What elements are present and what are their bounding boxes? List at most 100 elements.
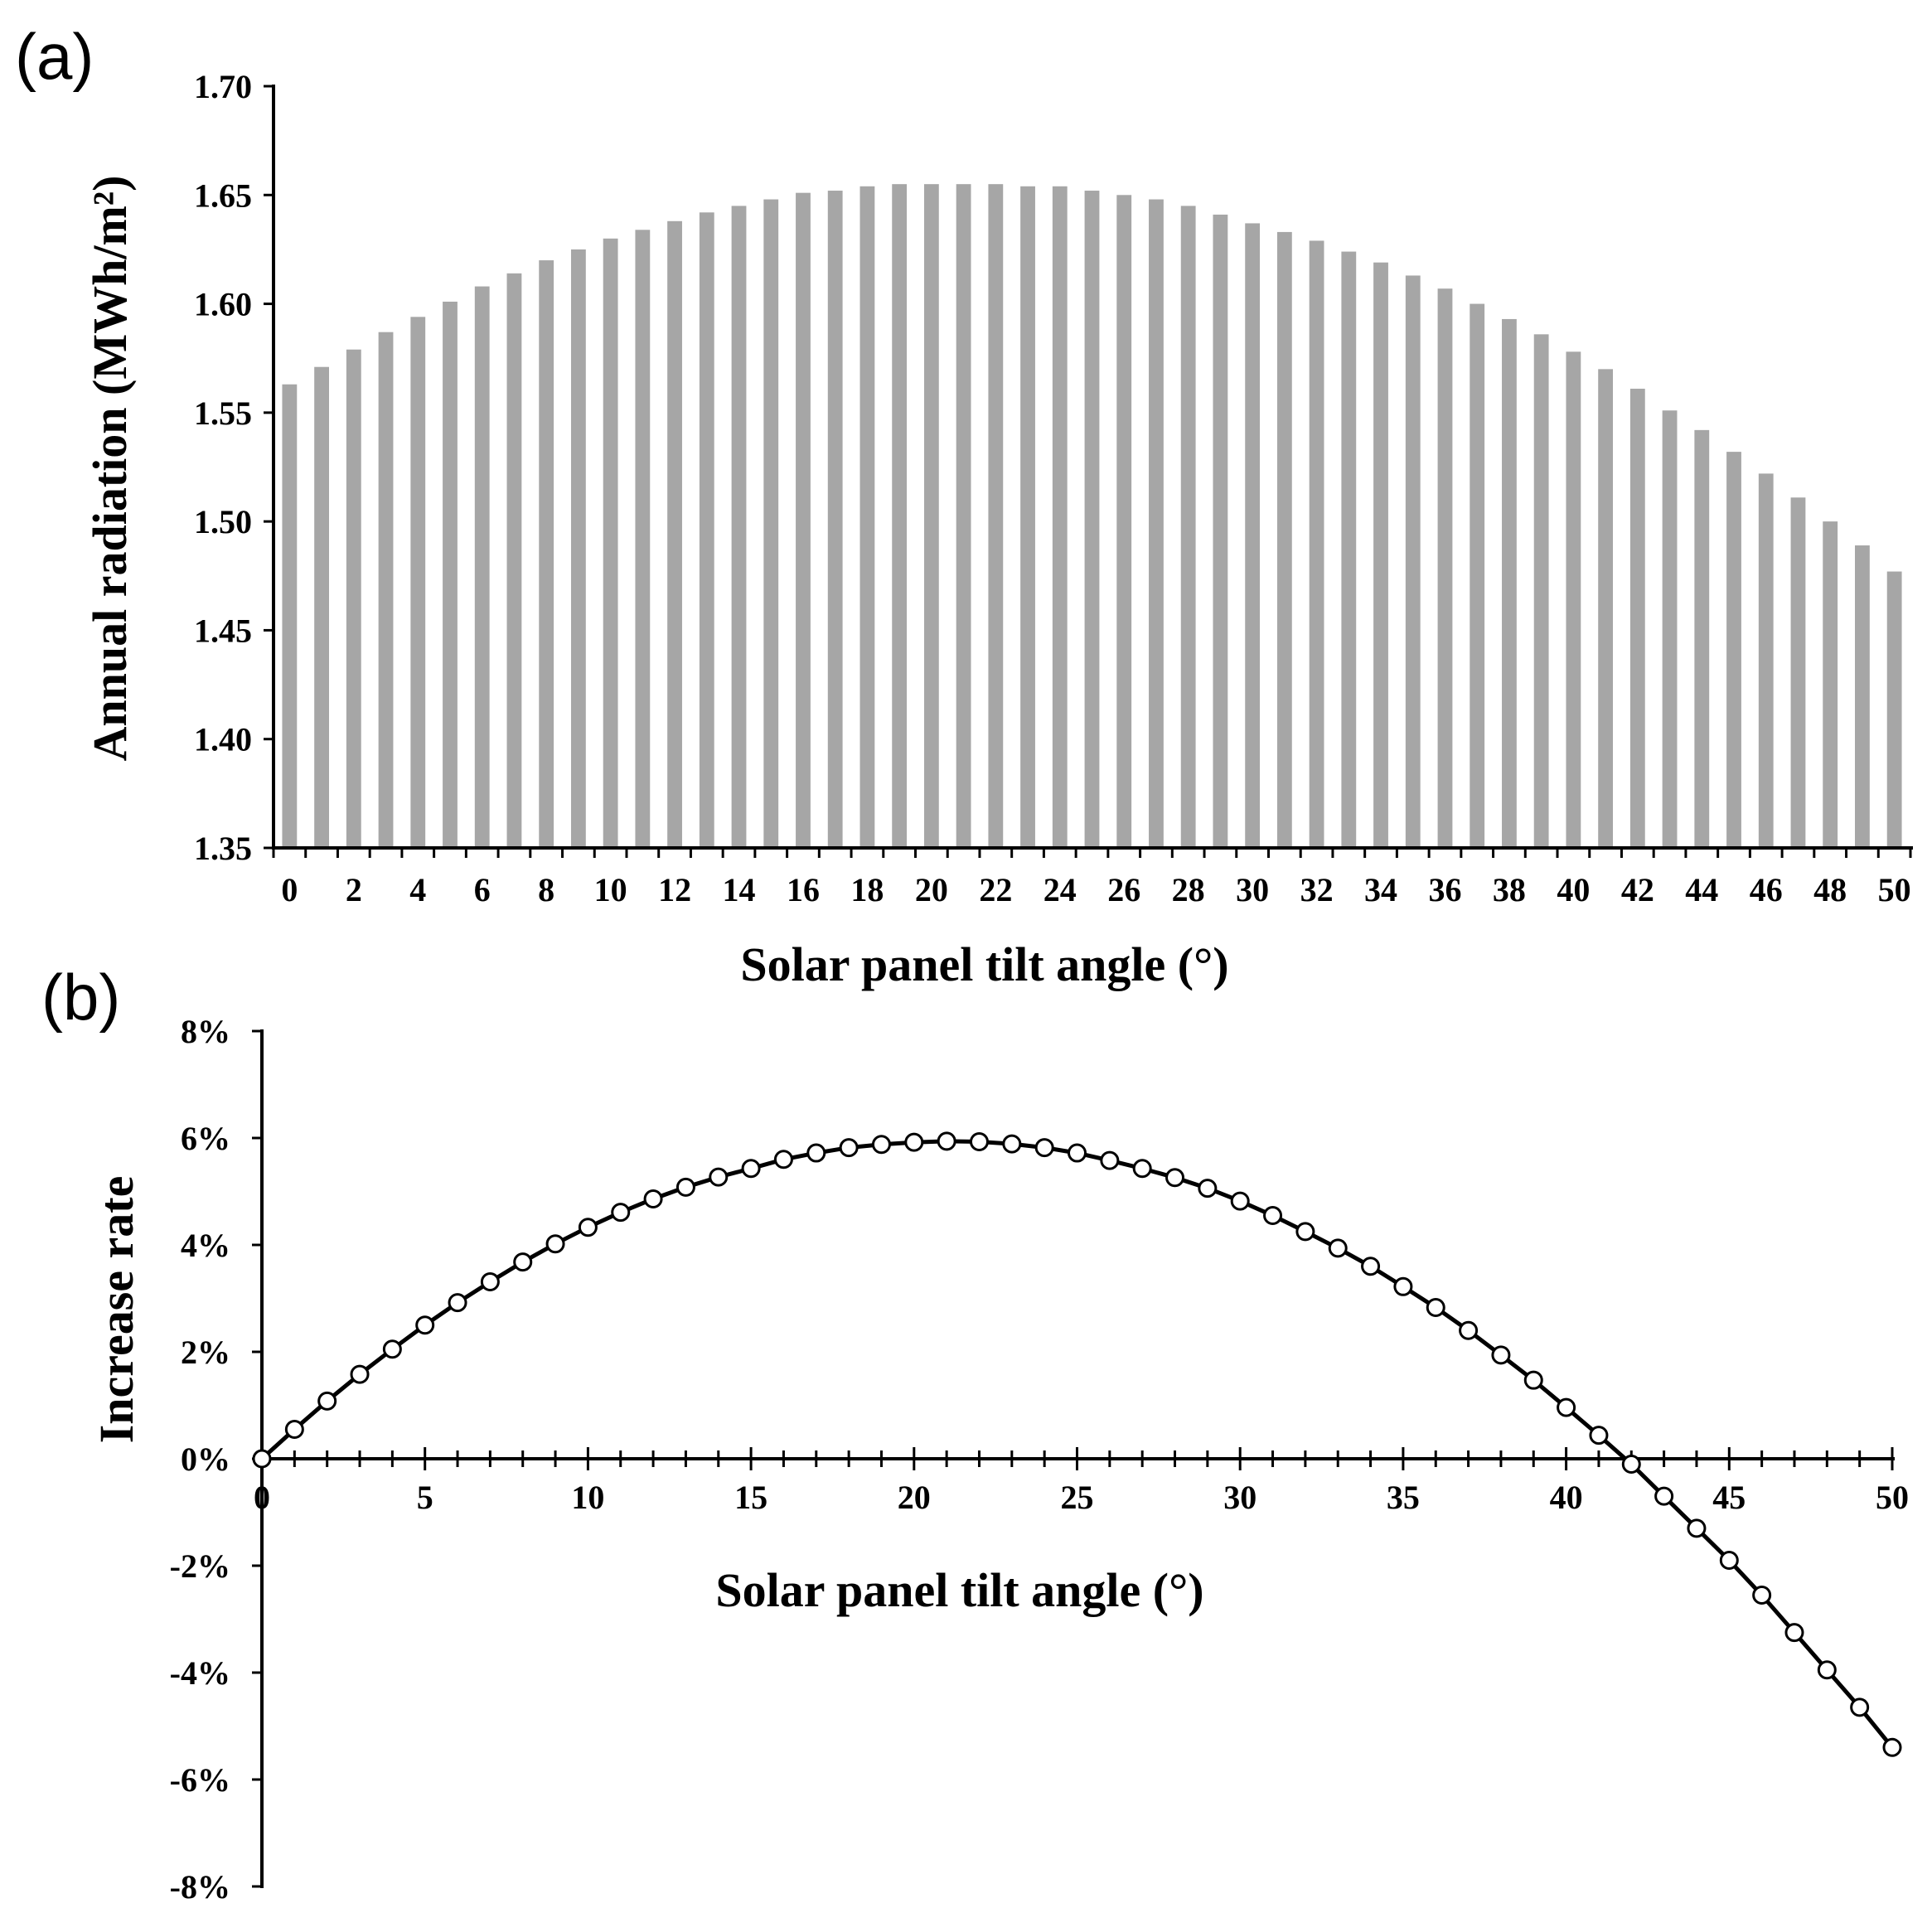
point-tilt-32 <box>1295 1222 1315 1242</box>
panel-a-x-tick-label: 42 <box>1621 871 1654 908</box>
panel-a-y-ticks: 1.35 1.40 1.45 1.50 1.55 1.60 1.65 1.70 <box>194 68 274 867</box>
panel-b-x-tick-label: 10 <box>571 1479 604 1516</box>
panel-a-y-tick-label: 1.50 <box>194 503 252 540</box>
panel-a-x-tick-label: 20 <box>915 871 948 908</box>
point-tilt-3 <box>350 1364 370 1384</box>
point-tilt-46 <box>1752 1585 1772 1605</box>
panel-b-x-tick-label: 40 <box>1550 1479 1583 1516</box>
bar-tilt-2 <box>346 349 361 848</box>
bar-tilt-1 <box>314 366 329 848</box>
point-tilt-7 <box>480 1272 500 1292</box>
panel-a-x-tick-label: 48 <box>1813 871 1847 908</box>
bar-tilt-10 <box>603 238 618 848</box>
bar-tilt-25 <box>1084 191 1100 848</box>
point-tilt-41 <box>1589 1426 1609 1446</box>
point-tilt-43 <box>1654 1486 1674 1506</box>
panel-a-x-tick-label: 4 <box>409 871 426 908</box>
bar-tilt-11 <box>635 230 651 849</box>
point-tilt-20 <box>904 1132 924 1152</box>
bar-tilt-45 <box>1726 452 1741 848</box>
point-tilt-22 <box>969 1132 989 1152</box>
bar-tilt-40 <box>1566 351 1581 848</box>
point-tilt-13 <box>675 1177 695 1197</box>
bar-tilt-20 <box>923 184 939 848</box>
point-tilt-47 <box>1784 1623 1804 1643</box>
panel-a-x-tick-label: 2 <box>346 871 362 908</box>
panel-a-x-tick-label: 50 <box>1878 871 1911 908</box>
bar-tilt-35 <box>1405 275 1421 848</box>
panel-a-y-tick-label: 1.40 <box>194 721 252 758</box>
panel-a-y-tick-label: 1.70 <box>194 68 252 105</box>
bar-tilt-22 <box>988 184 1004 848</box>
panel-b-y-tick-label: -2% <box>170 1547 230 1585</box>
panel-a-y-tick-label: 1.60 <box>194 286 252 323</box>
panel-b-x-tick-label: 0 <box>254 1479 270 1516</box>
panel-a-x-tick-label: 40 <box>1557 871 1590 908</box>
point-tilt-1 <box>284 1420 304 1440</box>
point-tilt-39 <box>1523 1370 1543 1390</box>
point-tilt-17 <box>806 1143 826 1163</box>
point-tilt-45 <box>1719 1551 1739 1571</box>
panel-b-x-ticks: 0 5 10 15 20 25 30 35 40 45 50 <box>254 1447 1909 1516</box>
bar-tilt-16 <box>796 192 811 848</box>
point-tilt-10 <box>578 1218 598 1237</box>
panel-a-x-tick-label: 30 <box>1236 871 1269 908</box>
bar-tilt-29 <box>1213 214 1228 849</box>
panel-a-y-tick-label: 1.65 <box>194 177 252 214</box>
panel-b-y-tick-label: 8% <box>181 1013 230 1050</box>
panel-a-x-ticks: 0 2 4 6 8 10 12 14 16 18 20 22 24 26 28 30 32 34 36 38 40 42 4… <box>272 848 1912 908</box>
bar-tilt-43 <box>1662 410 1678 848</box>
point-tilt-11 <box>611 1203 631 1223</box>
point-tilt-29 <box>1198 1179 1218 1199</box>
point-tilt-6 <box>448 1293 467 1313</box>
point-tilt-30 <box>1230 1191 1250 1211</box>
panel-a-x-tick-label: 10 <box>594 871 627 908</box>
point-tilt-9 <box>545 1234 565 1254</box>
panel-a-x-tick-label: 12 <box>658 871 691 908</box>
panel-a-y-tick-label: 1.45 <box>194 612 252 649</box>
bar-tilt-49 <box>1855 545 1870 848</box>
bar-tilt-47 <box>1790 497 1806 848</box>
point-tilt-40 <box>1557 1397 1576 1417</box>
panel-a-x-tick-label: 44 <box>1685 871 1718 908</box>
bar-tilt-19 <box>892 184 908 848</box>
point-tilt-37 <box>1459 1320 1479 1340</box>
panel-a-x-tick-label: 6 <box>474 871 491 908</box>
bar-tilt-18 <box>859 186 875 849</box>
panel-b-y-tick-label: 6% <box>181 1120 230 1157</box>
bar-tilt-13 <box>699 212 714 848</box>
panel-b-x-tick-label: 20 <box>898 1479 931 1516</box>
panel-b-x-tick-label: 25 <box>1061 1479 1094 1516</box>
bar-tilt-48 <box>1823 521 1838 848</box>
panel-b-y-tick-label: -8% <box>170 1868 230 1906</box>
panel-b-series-line <box>260 1139 1894 1749</box>
bar-tilt-24 <box>1052 186 1068 849</box>
bar-tilt-41 <box>1598 369 1614 848</box>
bar-tilt-5 <box>443 301 458 849</box>
bar-tilt-17 <box>827 191 843 848</box>
bar-tilt-44 <box>1694 429 1710 848</box>
bar-tilt-46 <box>1758 473 1774 848</box>
point-tilt-28 <box>1165 1168 1185 1188</box>
bar-tilt-9 <box>570 249 586 848</box>
point-tilt-14 <box>709 1167 729 1187</box>
point-tilt-18 <box>839 1138 859 1158</box>
panel-a-y-tick-label: 1.55 <box>194 395 252 432</box>
panel-b-x-axis-title: Solar panel tilt angle (°) <box>715 1563 1203 1617</box>
panel-a-x-tick-label: 26 <box>1107 871 1140 908</box>
bar-tilt-12 <box>667 220 682 848</box>
bar-tilt-28 <box>1180 206 1196 848</box>
bar-tilt-34 <box>1373 262 1388 848</box>
panel-b-x-tick-label: 5 <box>417 1479 433 1516</box>
panel-b-x-tick-label: 45 <box>1712 1479 1746 1516</box>
point-tilt-19 <box>871 1135 891 1155</box>
panel-b-line-chart: (b) -8% -6% -4% -2% 0% 2% 4% 6% 8% 0 5 10 15 20 25 30 3… <box>41 961 1909 1906</box>
point-tilt-33 <box>1328 1238 1348 1258</box>
point-tilt-27 <box>1132 1159 1152 1179</box>
bar-tilt-30 <box>1245 223 1261 848</box>
point-tilt-8 <box>513 1252 533 1272</box>
panel-a-x-tick-label: 16 <box>787 871 820 908</box>
panel-a-x-tick-label: 18 <box>850 871 884 908</box>
